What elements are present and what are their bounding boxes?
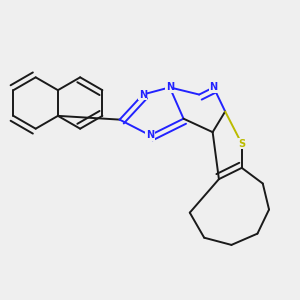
Text: N: N [139, 90, 147, 100]
Text: N: N [166, 82, 174, 92]
Text: N: N [209, 82, 217, 92]
Text: N: N [146, 130, 154, 140]
Text: S: S [238, 139, 245, 149]
